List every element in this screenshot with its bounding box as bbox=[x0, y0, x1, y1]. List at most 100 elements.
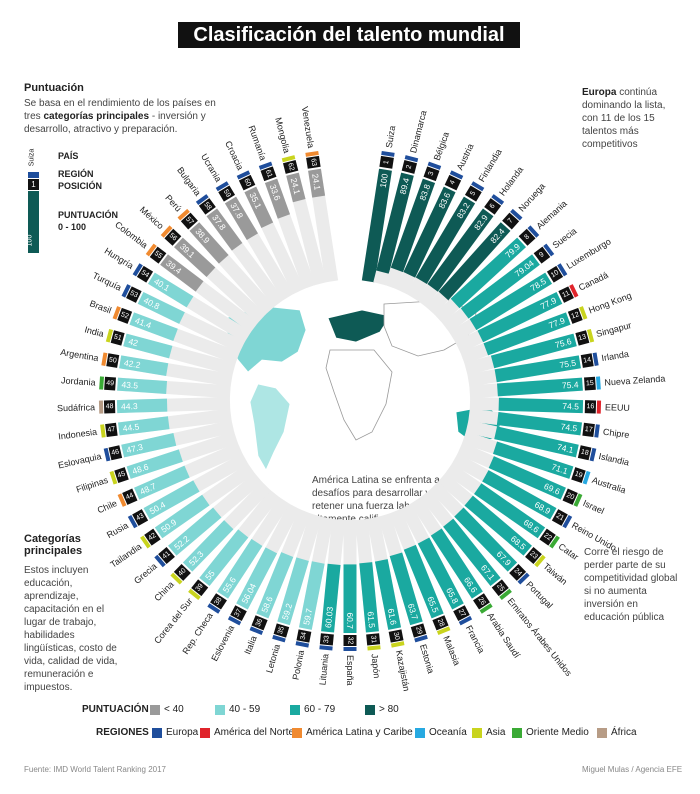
bar bbox=[483, 312, 571, 356]
bar bbox=[256, 552, 294, 619]
region-mark bbox=[140, 535, 151, 549]
categories-heading: Categorías principales bbox=[24, 533, 83, 557]
bar-item: 74.5 17 Chipre bbox=[468, 408, 630, 440]
country-label: India bbox=[83, 324, 104, 339]
bar-value-label: 47.3 bbox=[125, 442, 144, 455]
country-label: Letonia bbox=[264, 643, 282, 674]
region-mark bbox=[549, 535, 560, 549]
bar-item: 83.8 3 Bélgica bbox=[384, 131, 451, 290]
region-mark bbox=[510, 208, 523, 221]
rank-label: 35 bbox=[277, 626, 286, 636]
key-score-label-2: 0 - 100 bbox=[58, 222, 87, 232]
country-label: Bélgica bbox=[432, 131, 451, 162]
rank-label: 54 bbox=[140, 269, 150, 279]
rank-label: 25 bbox=[495, 583, 505, 594]
bar bbox=[147, 272, 194, 308]
bar-item: 60.03 33 Lituania bbox=[317, 518, 345, 686]
bar bbox=[374, 559, 402, 630]
rank-label: 30 bbox=[392, 632, 400, 641]
bar bbox=[482, 470, 557, 520]
key-pais-label: PAÍS bbox=[58, 151, 79, 161]
region-mark bbox=[154, 554, 166, 568]
country-label: Luxemburgo bbox=[565, 236, 613, 271]
bar-value-label: 44.3 bbox=[121, 401, 138, 411]
bar bbox=[182, 520, 234, 572]
rank-box bbox=[103, 400, 116, 414]
country-label: Dinamarca bbox=[408, 109, 428, 154]
country-label: China bbox=[152, 579, 176, 603]
bar bbox=[174, 237, 216, 278]
country-label: Brasil bbox=[88, 298, 113, 315]
bar bbox=[477, 292, 563, 343]
bar-item: 44.3 48 Sudáfrica bbox=[57, 396, 231, 414]
rank-label: 56 bbox=[168, 232, 179, 242]
region-mark bbox=[582, 470, 591, 485]
region-mark bbox=[343, 647, 357, 651]
bar bbox=[498, 397, 584, 414]
africa-shape bbox=[325, 349, 393, 441]
rank-label: 13 bbox=[578, 334, 587, 343]
rank-box bbox=[343, 635, 357, 646]
rank-label: 1 bbox=[383, 160, 391, 165]
bar-value-label: 42 bbox=[127, 336, 139, 348]
region-mark bbox=[98, 400, 104, 414]
rank-label: 24 bbox=[512, 567, 523, 578]
europa-note-text: continúa dominando la lista, con 11 de l… bbox=[582, 87, 666, 150]
bar-value-label: 75.5 bbox=[559, 358, 577, 371]
intro-text-b: categorías principales bbox=[43, 111, 150, 122]
region-mark bbox=[160, 225, 173, 238]
bar bbox=[298, 561, 325, 630]
region-mark bbox=[258, 161, 273, 170]
country-label: Venezuela bbox=[300, 106, 316, 149]
rank-label: 38 bbox=[213, 596, 223, 606]
region-mark bbox=[589, 447, 597, 462]
rank-label: 53 bbox=[129, 290, 139, 300]
rank-label: 29 bbox=[414, 626, 423, 636]
bar bbox=[277, 557, 309, 626]
key-position-label: POSICIÓN bbox=[58, 181, 103, 191]
rank-box bbox=[132, 509, 149, 526]
intro-heading: Puntuación bbox=[24, 82, 84, 94]
score-legend-item-swatch bbox=[290, 705, 300, 715]
rank-label: 17 bbox=[584, 426, 593, 434]
risk-note: Corre el riesgo de perder parte de su co… bbox=[584, 547, 678, 623]
rank-label: 46 bbox=[111, 448, 120, 457]
rank-label: 7 bbox=[507, 217, 515, 225]
region-mark bbox=[117, 493, 127, 507]
bar bbox=[129, 312, 178, 341]
bar bbox=[376, 172, 414, 274]
rank-label: 20 bbox=[565, 492, 575, 502]
rank-box bbox=[122, 488, 138, 505]
key-position: 1 bbox=[28, 179, 39, 190]
region-mark bbox=[170, 572, 183, 585]
bar-value-label: 48.6 bbox=[131, 461, 150, 476]
bar bbox=[454, 507, 518, 572]
bar-item: 42 51 India bbox=[83, 324, 236, 376]
rank-box bbox=[296, 629, 312, 643]
country-label: Argentina bbox=[60, 347, 100, 363]
rank-label: 2 bbox=[405, 164, 413, 170]
bar-item: 74.5 16 EEUU bbox=[469, 396, 630, 414]
rank-box bbox=[251, 615, 268, 631]
bar bbox=[390, 178, 436, 273]
country-label: Chile bbox=[96, 498, 119, 515]
region-mark bbox=[491, 194, 505, 205]
categories-text: Estos incluyen educación, aprendizaje, c… bbox=[24, 565, 118, 693]
bar-value-label: 44.5 bbox=[122, 421, 140, 433]
rank-box bbox=[567, 307, 583, 324]
rank-box bbox=[282, 160, 299, 174]
rank-label: 60 bbox=[242, 178, 252, 188]
rank-label: 6 bbox=[489, 203, 497, 210]
region-mark bbox=[177, 208, 190, 221]
bar bbox=[403, 544, 444, 619]
rank-box bbox=[444, 174, 462, 191]
rank-box bbox=[144, 528, 161, 546]
region-mark bbox=[145, 243, 157, 257]
rank-label: 33 bbox=[323, 635, 331, 644]
key-region-mark bbox=[28, 172, 39, 178]
key-region-label: REGIÓN bbox=[58, 169, 94, 179]
